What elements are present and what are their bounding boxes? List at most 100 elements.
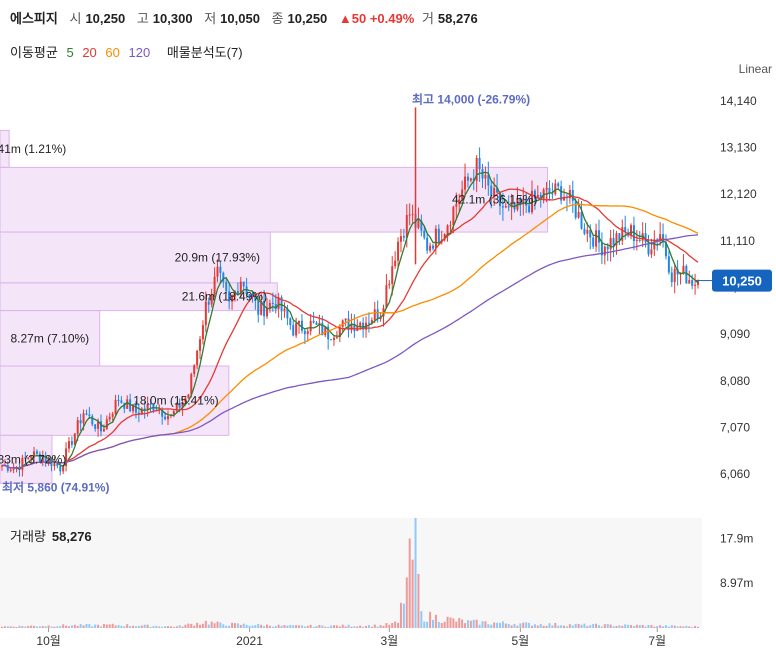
candle-body xyxy=(47,458,50,462)
volume-bar xyxy=(542,625,545,628)
candle-body xyxy=(464,176,467,190)
candle-body xyxy=(85,413,88,415)
volume-bar xyxy=(641,624,644,628)
candle-body xyxy=(111,413,114,417)
candle-body xyxy=(688,280,691,284)
price-tick-label: 9,090 xyxy=(720,327,750,341)
volume-bar xyxy=(338,626,341,628)
candle-body xyxy=(277,297,280,309)
candle-body xyxy=(321,322,324,336)
candle-body xyxy=(312,320,315,323)
volume-bar xyxy=(242,623,245,628)
volume-profile-bar xyxy=(0,231,271,284)
ma20-label[interactable]: 20 xyxy=(82,45,97,60)
volume-profile-label[interactable]: 매물분석도(7) xyxy=(166,45,243,60)
candle-body xyxy=(210,294,213,305)
ma120-line xyxy=(1,234,699,469)
volume-bar xyxy=(682,626,685,628)
candle-body xyxy=(298,320,301,324)
volume-bar xyxy=(437,621,440,628)
volume-bar xyxy=(263,626,266,628)
candle-body xyxy=(248,294,251,297)
volume-bar xyxy=(466,620,469,628)
candle-body xyxy=(44,457,47,462)
volume-bar xyxy=(417,573,420,628)
candle-body xyxy=(603,246,606,256)
ma5-line xyxy=(1,171,699,470)
volume-bar xyxy=(583,623,586,628)
volume-tick-label: 8.97m xyxy=(720,576,753,590)
volume-bar xyxy=(70,625,73,628)
candle-body xyxy=(172,410,175,415)
x-tick-label: 3월 xyxy=(380,634,398,648)
candle-body xyxy=(12,467,15,470)
volume-bar xyxy=(137,625,140,628)
volume-bar xyxy=(335,625,338,628)
scale-mode[interactable]: Linear xyxy=(738,62,772,76)
candle-body xyxy=(344,318,347,321)
volume-bar xyxy=(172,626,175,628)
candle-body xyxy=(391,266,394,284)
volume-bar xyxy=(204,620,207,628)
volume-bar xyxy=(62,624,65,628)
volume-bar xyxy=(9,626,12,628)
volume-bar xyxy=(455,621,458,628)
ma120-label[interactable]: 120 xyxy=(128,45,151,60)
volume-bar xyxy=(3,626,6,628)
candle-body xyxy=(140,408,143,415)
volume-bar xyxy=(379,625,382,628)
volume-bar xyxy=(289,625,292,628)
candle-body xyxy=(490,185,493,197)
quote-header: 에스피지 시 10,250 고 10,300 저 10,050 종 10,250 ▲50… xyxy=(10,8,486,27)
volume-bar xyxy=(481,621,484,628)
candle-body xyxy=(589,229,592,238)
candle-body xyxy=(659,234,662,241)
volume-bar xyxy=(402,603,405,628)
volume-bar xyxy=(688,626,691,628)
volume-bar xyxy=(152,626,155,628)
candle-body xyxy=(76,420,79,434)
candle-body xyxy=(53,463,56,467)
volume-profile-bar xyxy=(0,310,101,367)
volume-bar xyxy=(332,625,335,628)
volume-bar xyxy=(100,626,103,628)
open-value: 10,250 xyxy=(85,11,126,26)
candle-body xyxy=(638,239,641,241)
volume-bar xyxy=(178,625,181,628)
volume-bar xyxy=(134,626,137,628)
candle-body xyxy=(557,183,560,187)
candle-body xyxy=(33,451,36,457)
volume-bar xyxy=(120,625,123,628)
x-tick-label: 10월 xyxy=(36,634,60,648)
volume-bar xyxy=(129,626,132,628)
ma5-label[interactable]: 5 xyxy=(66,45,74,60)
volume-bar xyxy=(236,623,239,628)
volume-bar xyxy=(531,625,534,628)
ma20-line xyxy=(1,188,699,469)
candle-body xyxy=(560,186,563,201)
volume-bar xyxy=(123,626,126,628)
candle-body xyxy=(563,196,566,201)
volume-bar xyxy=(341,624,344,628)
candle-body xyxy=(59,465,62,472)
candle-body xyxy=(507,206,510,208)
candle-body xyxy=(650,249,653,255)
ma60-label[interactable]: 60 xyxy=(105,45,120,60)
candle-body xyxy=(691,280,694,286)
candle-body xyxy=(630,225,633,236)
volume-bar xyxy=(423,621,426,628)
ma-legend[interactable]: 이동평균 5 20 60 120 매물분석도(7) xyxy=(10,42,248,61)
candle-body xyxy=(271,302,274,304)
volume-bar xyxy=(306,625,309,628)
candle-body xyxy=(539,194,542,200)
candle-body xyxy=(519,198,522,205)
candle-body xyxy=(632,225,635,242)
volume-bar xyxy=(519,623,522,628)
volume-bar xyxy=(676,626,679,628)
candle-body xyxy=(373,309,376,320)
candle-body xyxy=(612,238,615,246)
candle-body xyxy=(469,178,472,181)
volume-bar xyxy=(222,624,225,628)
volume-bar xyxy=(501,621,504,628)
